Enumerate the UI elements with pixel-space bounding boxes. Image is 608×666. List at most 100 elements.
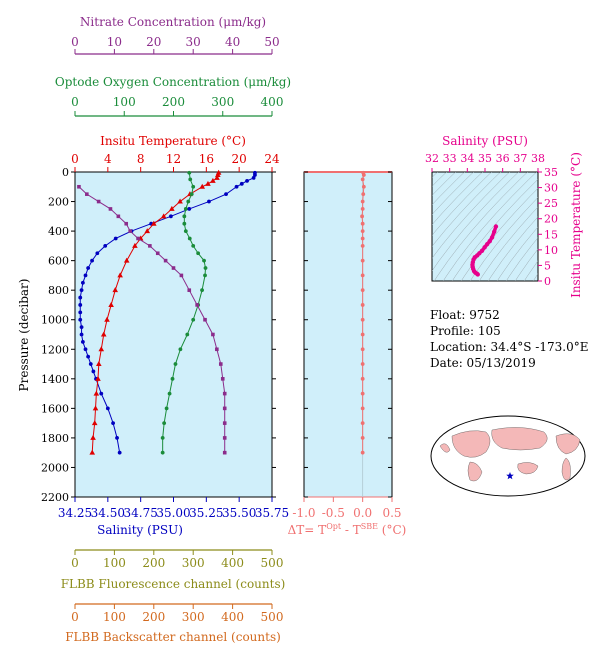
temperature-axis-label: Insitu Temperature (°C) — [100, 134, 246, 148]
ts-salinity-tick-label: 32 — [425, 152, 439, 165]
oxygen-point — [189, 192, 194, 197]
ts-density-contour — [432, 172, 501, 247]
delta-t-tick-label: -0.5 — [322, 506, 345, 520]
nitrate-point — [148, 244, 152, 248]
temperature-point — [177, 198, 183, 204]
nitrate-tick-label: 0 — [71, 35, 79, 49]
delta-t-point — [360, 207, 365, 211]
ts-point — [487, 238, 492, 244]
oxygen-point — [191, 184, 196, 189]
oxygen-tick-label: 400 — [261, 95, 284, 109]
fluorescence-axis-label: FLBB Fluorescence channel (counts) — [61, 577, 286, 591]
oxygen-point — [191, 243, 196, 248]
salinity-point — [88, 362, 93, 366]
fluorescence-tick-label: 300 — [182, 556, 205, 570]
oxygen-tick-label: 300 — [211, 95, 234, 109]
ts-density-contour — [523, 260, 538, 281]
temperature-point — [210, 177, 216, 183]
salinity-point — [168, 214, 173, 219]
nitrate-point — [195, 303, 199, 307]
nitrate-point — [222, 421, 227, 425]
salinity-point — [79, 332, 84, 337]
ts-point — [482, 245, 487, 250]
ts-temperature-tick-label: 15 — [544, 228, 558, 241]
ts-density-contour — [505, 237, 538, 281]
salinity-point — [99, 391, 104, 396]
temperature-point — [100, 331, 107, 337]
nitrate-point — [124, 221, 129, 226]
delta-t-point — [360, 229, 365, 233]
oxygen-point — [164, 406, 169, 411]
delta-t-point — [361, 184, 366, 189]
ts-density-contour — [432, 172, 456, 196]
salinity-point — [86, 266, 91, 270]
delta-t-point — [360, 347, 365, 352]
ts-salinity-tick-label: 35 — [478, 152, 492, 165]
nitrate-point — [77, 184, 81, 189]
oxygen-tick-label: 100 — [113, 95, 136, 109]
delta-t-point — [360, 317, 365, 322]
world-map-landmass — [517, 462, 539, 475]
world-map-landmass — [467, 461, 483, 482]
oxygen-axis-label: Optode Oxygen Concentration (μm/kg) — [55, 75, 291, 89]
fluorescence-tick-label: 500 — [261, 556, 284, 570]
temperature-point — [144, 228, 151, 234]
ts-density-contour — [432, 172, 483, 226]
oxygen-point — [178, 347, 183, 352]
pressure-tick-label: 2000 — [41, 461, 69, 474]
temperature-point — [90, 434, 96, 440]
temperature-point — [104, 316, 110, 322]
ts-salinity-tick-label: 37 — [513, 152, 527, 165]
salinity-tick-label: 35.00 — [156, 506, 190, 520]
nitrate-point — [222, 406, 227, 411]
nitrate-point — [187, 288, 192, 292]
nitrate-point — [171, 266, 176, 270]
delta-t-point — [360, 332, 365, 337]
delta-t-plot-area — [303, 171, 393, 498]
salinity-point — [187, 207, 192, 211]
salinity-point — [78, 310, 83, 315]
salinity-point — [95, 251, 100, 256]
nitrate-tick-label: 40 — [225, 35, 240, 49]
salinity-point — [113, 236, 118, 241]
delta-t-point — [360, 214, 364, 219]
pressure-tick-label: 0 — [62, 166, 69, 179]
backscatter-tick-label: 400 — [221, 610, 244, 624]
oxygen-tick-label: 0 — [71, 95, 79, 109]
nitrate-axis-label: Nitrate Concentration (μm/kg) — [80, 15, 266, 29]
nitrate-point — [222, 450, 227, 455]
ts-plot-area — [431, 171, 539, 282]
world-map-landmass — [561, 457, 571, 481]
profile-plot-area — [74, 171, 273, 498]
delta-t-point — [360, 258, 365, 263]
nitrate-tick-label: 50 — [264, 35, 279, 49]
salinity-tick-label: 34.50 — [91, 506, 125, 520]
salinity-point — [207, 199, 211, 204]
ts-density-contours — [432, 172, 538, 281]
oxygen-point — [160, 450, 165, 455]
ts-point — [489, 235, 495, 240]
pressure-tick-label: 200 — [48, 196, 69, 209]
temperature-point — [169, 205, 175, 211]
delta-t-point — [360, 236, 365, 241]
pressure-tick-label: 400 — [48, 225, 69, 238]
delta-t-point — [361, 173, 366, 177]
backscatter-tick-label: 100 — [103, 610, 126, 624]
oxygen-point — [173, 362, 178, 366]
salinity-point — [78, 317, 83, 322]
oxygen-point — [167, 391, 172, 396]
temperature-point — [117, 272, 123, 278]
temperature-point — [123, 257, 130, 263]
temperature-point — [89, 449, 96, 455]
ts-density-contour — [478, 206, 538, 281]
location-text: Location: 34.4°S -173.0°E — [430, 340, 589, 354]
delta-t-axis-label: ΔT= TOpt - TSBE (°C) — [288, 522, 407, 537]
ts-density-contour — [432, 172, 465, 206]
world-map-landmass — [491, 427, 548, 451]
salinity-point — [91, 369, 96, 374]
temperature-point — [95, 375, 101, 381]
temperature-point — [215, 171, 221, 177]
world-map-landmass — [439, 443, 451, 453]
delta-t-point — [360, 288, 365, 293]
